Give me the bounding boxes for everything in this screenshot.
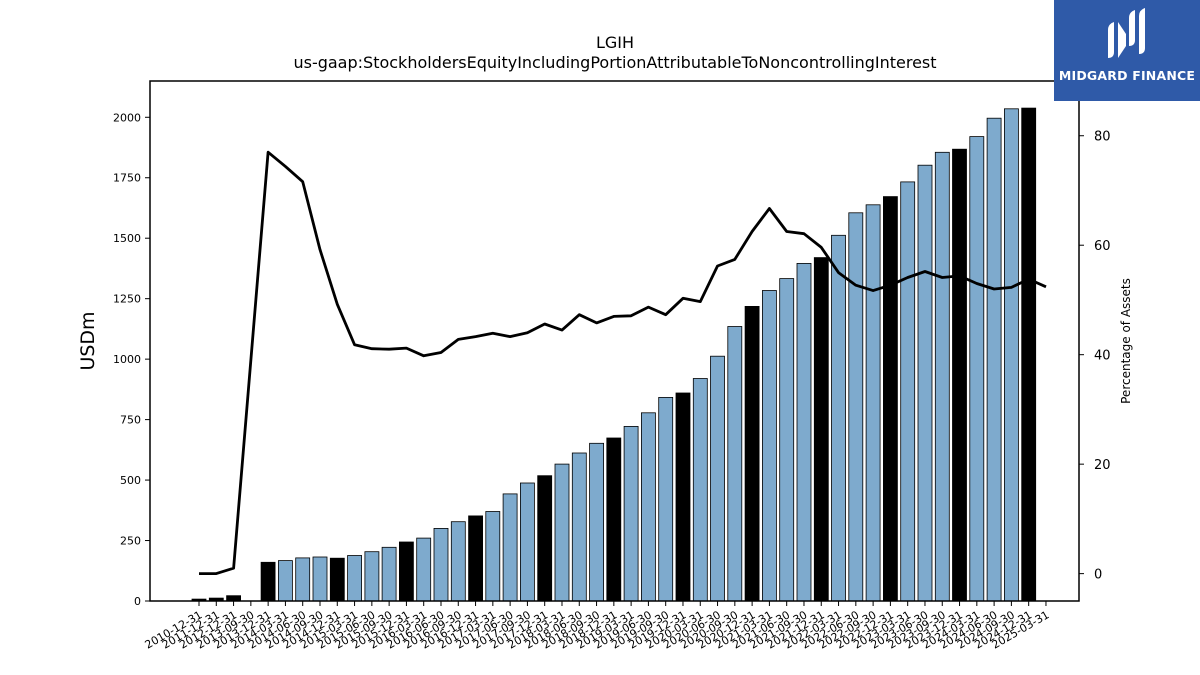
bar <box>692 378 708 602</box>
bar <box>1004 108 1019 602</box>
bar <box>796 262 812 602</box>
bar <box>277 560 293 602</box>
bar <box>969 136 985 602</box>
bar <box>934 151 950 602</box>
y2-tick-label: 60 <box>1094 239 1111 254</box>
bar <box>520 482 535 602</box>
bar <box>831 234 846 602</box>
bar <box>537 475 553 602</box>
bar <box>398 541 414 602</box>
bar <box>381 546 397 602</box>
bar <box>450 521 466 602</box>
bar <box>744 305 760 602</box>
bar <box>1021 107 1037 602</box>
y-tick-label: 250 <box>120 535 141 548</box>
y2-tick-label: 0 <box>1094 568 1102 583</box>
bar <box>260 561 276 602</box>
bar <box>779 278 795 602</box>
bar <box>865 204 881 602</box>
bar <box>329 557 345 602</box>
chart-title: LGIH <box>596 33 634 52</box>
y-tick-label: 1250 <box>113 293 141 306</box>
bar <box>917 164 933 602</box>
bar <box>952 148 967 602</box>
y-tick-label: 750 <box>120 414 141 427</box>
bar <box>554 463 570 602</box>
bar-group <box>191 107 1037 602</box>
bar <box>727 326 743 602</box>
bar <box>433 528 449 602</box>
y2-tick-label: 80 <box>1094 130 1111 145</box>
bar <box>606 437 622 602</box>
plot-frame <box>149 80 1080 602</box>
y2-tick-label: 20 <box>1094 458 1111 473</box>
bar <box>571 452 587 602</box>
y-tick-label: 1500 <box>113 232 141 245</box>
brand-logo: MIDGARD FINANCE <box>1054 0 1200 101</box>
bar <box>813 257 829 602</box>
bar <box>347 555 363 602</box>
bar <box>641 412 656 602</box>
bar <box>226 595 242 602</box>
bar <box>986 117 1002 602</box>
y-axis-label: USDm <box>77 311 99 370</box>
y-tick-label: 2000 <box>113 111 141 124</box>
bar <box>883 196 898 602</box>
bar <box>416 537 432 602</box>
pct-assets-line <box>199 150 1047 575</box>
brand-logo-text: MIDGARD FINANCE <box>1058 68 1196 83</box>
y2-axis: 0 20 40 60 80 <box>1079 130 1111 583</box>
bar <box>848 212 864 602</box>
bar <box>675 392 691 602</box>
bar <box>485 511 501 602</box>
midgard-logo-icon <box>1108 8 1145 58</box>
bar <box>295 557 311 602</box>
y-axis: 0 250 500 750 1000 1250 1500 1750 2000 <box>113 111 150 608</box>
y-tick-label: 1750 <box>113 172 141 185</box>
bar <box>364 551 380 602</box>
bar <box>658 396 674 602</box>
bar <box>589 442 604 602</box>
x-axis: 2010-12-312011-12-312012-12-312013-09-30… <box>143 601 1052 652</box>
y2-axis-label: Percentage of Assets <box>1119 278 1133 404</box>
y-tick-label: 0 <box>134 595 141 608</box>
chart-subtitle: us-gaap:StockholdersEquityIncludingPorti… <box>293 53 936 72</box>
y-tick-label: 1000 <box>113 353 141 366</box>
y2-tick-label: 40 <box>1094 349 1111 364</box>
y-tick-label: 500 <box>120 474 141 487</box>
bar <box>762 290 777 602</box>
bar <box>468 515 484 602</box>
bar <box>710 355 725 602</box>
bar <box>312 556 328 602</box>
bar <box>502 493 518 602</box>
bar <box>900 181 916 602</box>
bar <box>623 425 639 602</box>
line-group <box>199 150 1047 575</box>
